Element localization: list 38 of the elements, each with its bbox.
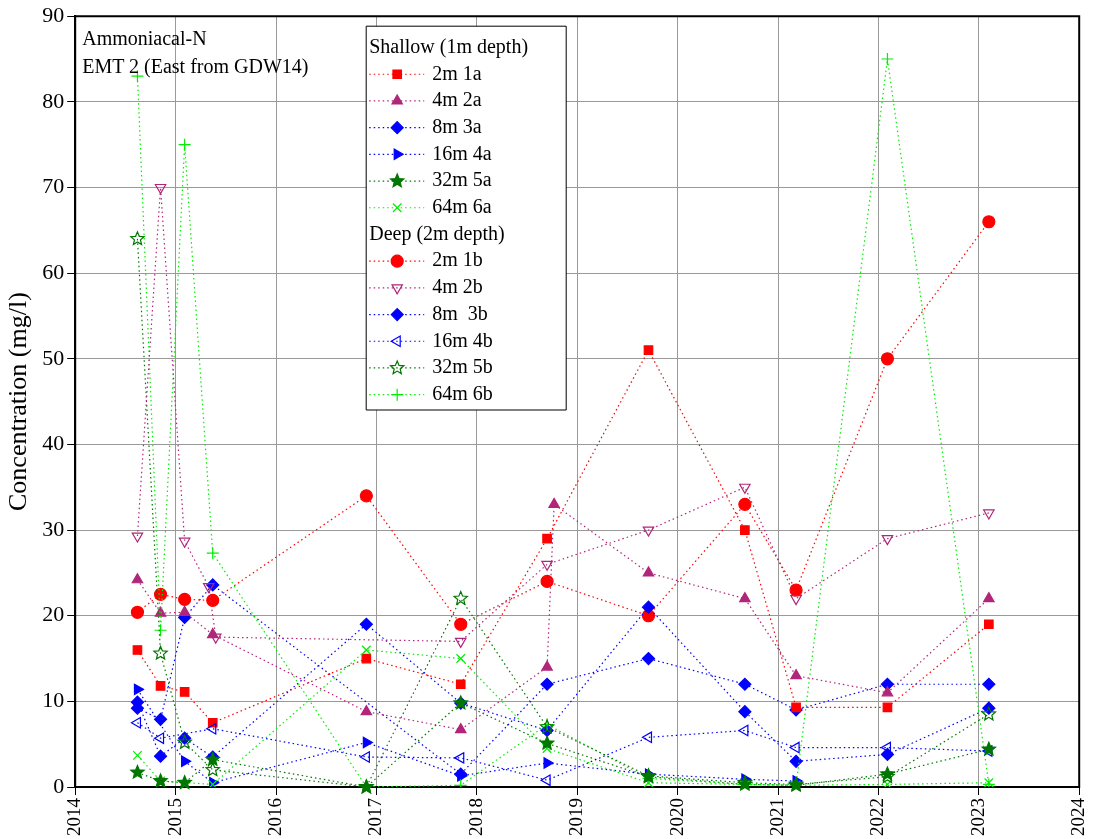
x-tick-label: 2014 — [63, 797, 85, 836]
legend-label: 64m 6b — [432, 381, 493, 404]
x-tick-label: 2015 — [163, 798, 185, 836]
y-tick-label: 40 — [42, 430, 65, 456]
text: EMT 2 (East from GDW14) — [82, 55, 309, 79]
legend-label: 16m 4b — [432, 328, 493, 351]
legend-label: 8m 3a — [432, 114, 482, 137]
legend-label: 8m 3b — [432, 301, 488, 324]
legend-label: 32m 5a — [432, 168, 492, 191]
legend-label: 16m 4a — [432, 141, 492, 164]
y-tick-label: 30 — [42, 515, 65, 541]
y-tick-label: 20 — [42, 601, 65, 627]
x-tick-label: 2022 — [866, 798, 888, 836]
y-tick-label: 50 — [42, 344, 65, 370]
text: Deep (2m depth) — [369, 221, 505, 244]
y-tick-label: 0 — [53, 772, 65, 798]
x-tick-label: 2019 — [565, 798, 587, 836]
x-tick-label: 2024 — [1067, 797, 1089, 836]
y-tick-label: 80 — [42, 87, 65, 113]
legend-label: 4m 2b — [432, 275, 483, 298]
legend-label: 4m 2a — [432, 88, 482, 111]
y-tick-label: 90 — [42, 1, 65, 27]
legend-label: 2m 1b — [432, 248, 483, 271]
legend-label: 32m 5b — [432, 355, 493, 378]
x-tick-label: 2023 — [966, 798, 988, 836]
x-tick-label: 2016 — [263, 798, 285, 836]
y-tick-label: 70 — [42, 173, 65, 199]
y-axis-title: Concentration (mg/l) — [3, 292, 33, 511]
y-tick-label: 60 — [42, 258, 65, 284]
x-tick-label: 2020 — [665, 798, 687, 836]
x-tick-label: 2021 — [765, 798, 787, 836]
y-tick-label: 10 — [42, 687, 65, 713]
x-tick-label: 2017 — [364, 798, 386, 836]
text: Shallow (1m depth) — [369, 34, 529, 57]
legend-label: 2m 1a — [432, 61, 482, 84]
text: Ammoniacal-N — [82, 27, 207, 50]
x-tick-label: 2018 — [464, 798, 486, 836]
legend-label: 64m 6a — [432, 195, 492, 217]
